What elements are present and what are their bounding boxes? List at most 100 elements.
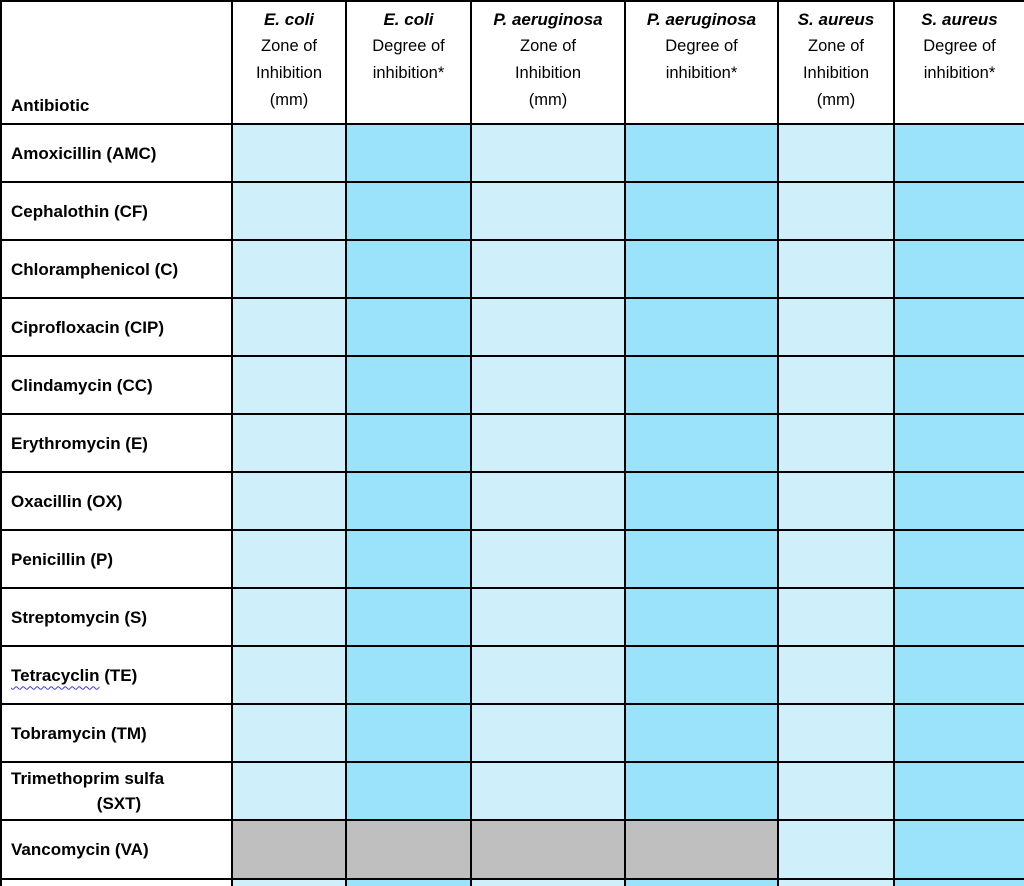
entry-cell[interactable]: [893, 297, 1024, 357]
entry-cell[interactable]: [893, 413, 1024, 473]
entry-cell[interactable]: [470, 297, 626, 357]
entry-cell[interactable]: [777, 878, 895, 886]
entry-cell[interactable]: [345, 123, 472, 183]
entry-cell[interactable]: [470, 355, 626, 415]
entry-cell[interactable]: [624, 703, 779, 763]
not-applicable-cell: [345, 819, 472, 880]
entry-cell[interactable]: [777, 819, 895, 880]
entry-cell[interactable]: [624, 123, 779, 183]
entry-cell[interactable]: [893, 703, 1024, 763]
table-row: Tetracyclin (TE): [0, 645, 1024, 705]
entry-cell[interactable]: [470, 239, 626, 299]
table-row: Amoxicillin (AMC): [0, 123, 1024, 183]
entry-cell[interactable]: [777, 123, 895, 183]
entry-cell[interactable]: [624, 413, 779, 473]
entry-cell[interactable]: [345, 587, 472, 647]
entry-cell[interactable]: [345, 297, 472, 357]
entry-cell[interactable]: [470, 587, 626, 647]
entry-cell[interactable]: [893, 819, 1024, 880]
entry-cell[interactable]: [777, 529, 895, 589]
entry-cell[interactable]: [624, 645, 779, 705]
table-row: Trimethoprim sulfa (SXT): [0, 761, 1024, 821]
entry-cell[interactable]: [231, 587, 347, 647]
entry-cell[interactable]: [345, 181, 472, 241]
entry-cell[interactable]: [777, 181, 895, 241]
entry-cell[interactable]: [231, 123, 347, 183]
entry-cell[interactable]: [624, 529, 779, 589]
entry-cell[interactable]: [777, 587, 895, 647]
entry-cell[interactable]: [624, 761, 779, 821]
entry-cell[interactable]: [231, 645, 347, 705]
table-row: Tobramycin (TM): [0, 703, 1024, 763]
entry-cell[interactable]: [231, 761, 347, 821]
antibiotic-label: Vancomycin (VA): [0, 819, 233, 880]
entry-cell[interactable]: [624, 878, 779, 886]
entry-cell[interactable]: [470, 413, 626, 473]
entry-cell[interactable]: [231, 297, 347, 357]
entry-cell[interactable]: [777, 703, 895, 763]
entry-cell[interactable]: [777, 239, 895, 299]
entry-cell[interactable]: [893, 587, 1024, 647]
entry-cell[interactable]: [624, 355, 779, 415]
entry-cell[interactable]: [231, 878, 347, 886]
entry-cell[interactable]: [624, 471, 779, 531]
entry-cell[interactable]: [893, 471, 1024, 531]
entry-cell[interactable]: [624, 587, 779, 647]
entry-cell[interactable]: [231, 703, 347, 763]
entry-cell[interactable]: [893, 529, 1024, 589]
entry-cell[interactable]: [231, 471, 347, 531]
column-sublabel: Zone of Inhibition (mm): [514, 37, 582, 109]
entry-cell[interactable]: [470, 703, 626, 763]
entry-cell[interactable]: [777, 471, 895, 531]
antibiotic-label: Tetracyclin (TE): [0, 645, 233, 705]
entry-cell[interactable]: [893, 355, 1024, 415]
table-row: Streptomycin (S): [0, 587, 1024, 647]
entry-cell[interactable]: [893, 181, 1024, 241]
entry-cell[interactable]: [470, 645, 626, 705]
entry-cell[interactable]: [470, 878, 626, 886]
entry-cell[interactable]: [345, 761, 472, 821]
table-row: Ciprofloxacin (CIP): [0, 297, 1024, 357]
entry-cell[interactable]: [777, 413, 895, 473]
entry-cell[interactable]: [231, 529, 347, 589]
entry-cell[interactable]: [893, 878, 1024, 886]
entry-cell[interactable]: [231, 239, 347, 299]
column-header-paeruginosa-zone: P. aeruginosa Zone of Inhibition (mm): [470, 0, 626, 125]
entry-cell[interactable]: [470, 123, 626, 183]
entry-cell[interactable]: [470, 471, 626, 531]
entry-cell[interactable]: [893, 239, 1024, 299]
entry-cell[interactable]: [470, 181, 626, 241]
entry-cell[interactable]: [777, 297, 895, 357]
entry-cell[interactable]: [231, 413, 347, 473]
entry-cell[interactable]: [470, 761, 626, 821]
antibiotic-label: Ciprofloxacin (CIP): [0, 297, 233, 357]
entry-cell[interactable]: [470, 529, 626, 589]
table-row: Cephalothin (CF): [0, 181, 1024, 241]
entry-cell[interactable]: [893, 123, 1024, 183]
entry-cell[interactable]: [624, 297, 779, 357]
entry-cell[interactable]: [345, 703, 472, 763]
misspelled-word: Tetracyclin: [11, 665, 100, 685]
header-row: Antibiotic E. coli Zone of Inhibition (m…: [0, 0, 1024, 125]
entry-cell[interactable]: [231, 181, 347, 241]
entry-cell[interactable]: [345, 529, 472, 589]
entry-cell[interactable]: [777, 761, 895, 821]
entry-cell[interactable]: [345, 355, 472, 415]
entry-cell[interactable]: [231, 355, 347, 415]
species-name: P. aeruginosa: [493, 10, 603, 29]
entry-cell[interactable]: [893, 761, 1024, 821]
entry-cell[interactable]: [345, 413, 472, 473]
entry-cell[interactable]: [345, 645, 472, 705]
antibiotic-label: Streptomycin (S): [0, 587, 233, 647]
species-name: S. aureus: [921, 10, 998, 29]
entry-cell[interactable]: [777, 355, 895, 415]
entry-cell[interactable]: [893, 645, 1024, 705]
entry-cell[interactable]: [345, 471, 472, 531]
entry-cell[interactable]: [777, 645, 895, 705]
species-name: E. coli: [383, 10, 434, 29]
entry-cell[interactable]: [345, 878, 472, 886]
entry-cell[interactable]: [345, 239, 472, 299]
entry-cell[interactable]: [624, 181, 779, 241]
entry-cell[interactable]: [624, 239, 779, 299]
